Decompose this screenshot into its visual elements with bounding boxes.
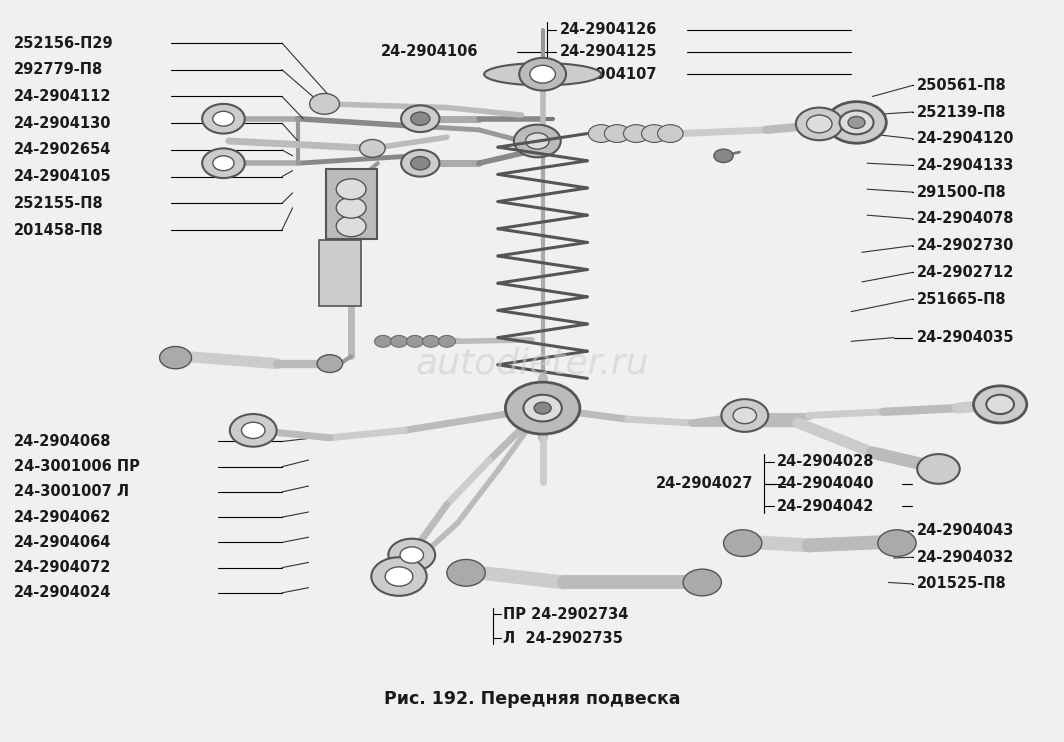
Circle shape [807,115,832,133]
Circle shape [514,125,561,157]
Circle shape [796,108,843,140]
Circle shape [721,399,768,432]
Circle shape [401,150,439,177]
Text: Рис. 192. Передняя подвеска: Рис. 192. Передняя подвеска [384,690,680,708]
FancyBboxPatch shape [319,240,361,306]
Circle shape [202,148,245,178]
Text: 24-2904043: 24-2904043 [917,523,1015,538]
Text: 24-3001006 ПР: 24-3001006 ПР [14,459,139,474]
Text: 24-2902654: 24-2902654 [14,142,112,157]
Circle shape [422,335,439,347]
Circle shape [360,139,385,157]
Text: 292779-П8: 292779-П8 [14,62,103,77]
Text: 24-2904062: 24-2904062 [14,510,112,525]
Circle shape [505,382,580,434]
Circle shape [878,530,916,556]
Text: ПР 24-2902734: ПР 24-2902734 [503,607,629,622]
Text: 24-2904126: 24-2904126 [560,22,658,37]
Circle shape [336,216,366,237]
Circle shape [683,569,721,596]
Circle shape [917,454,960,484]
Circle shape [336,197,366,218]
Circle shape [530,65,555,83]
Text: 291500-П8: 291500-П8 [917,185,1007,200]
Text: 201458-П8: 201458-П8 [14,223,103,237]
Circle shape [213,156,234,171]
Text: 24-2904105: 24-2904105 [14,169,112,184]
Circle shape [411,112,430,125]
Text: 24-2902730: 24-2902730 [917,238,1015,253]
Circle shape [202,104,245,134]
Circle shape [438,335,455,347]
Circle shape [519,58,566,91]
Text: 24-2904133: 24-2904133 [917,158,1015,173]
Circle shape [385,567,413,586]
Circle shape [986,395,1014,414]
Text: 252156-П29: 252156-П29 [14,36,114,50]
Circle shape [714,149,733,162]
Text: 24-2904028: 24-2904028 [777,454,875,469]
Circle shape [388,539,435,571]
Text: 24-3001007 Л: 24-3001007 Л [14,485,129,499]
Circle shape [230,414,277,447]
Circle shape [827,102,886,143]
Circle shape [242,422,265,439]
Text: 251665-П8: 251665-П8 [917,292,1007,306]
Circle shape [400,547,423,563]
Circle shape [375,335,392,347]
Circle shape [523,395,562,421]
Text: 24-2904072: 24-2904072 [14,560,112,575]
Text: autodieter.ru: autodieter.ru [415,347,649,381]
Text: 201525-П8: 201525-П8 [917,577,1007,591]
Circle shape [317,355,343,372]
Circle shape [642,125,667,142]
Circle shape [390,335,408,347]
Text: 24-2904106: 24-2904106 [381,45,479,59]
Text: 24-2904120: 24-2904120 [917,131,1015,146]
Circle shape [406,335,423,347]
Text: 24-2904032: 24-2904032 [917,550,1015,565]
Circle shape [310,93,339,114]
Circle shape [733,407,757,424]
Circle shape [658,125,683,142]
Circle shape [848,116,865,128]
Circle shape [213,111,234,126]
Text: 24-2904068: 24-2904068 [14,434,112,449]
Circle shape [336,179,366,200]
Circle shape [724,530,762,556]
Ellipse shape [484,63,601,85]
Circle shape [371,557,427,596]
Text: 24-2904078: 24-2904078 [917,211,1015,226]
Text: 24-2904130: 24-2904130 [14,116,112,131]
Circle shape [588,125,614,142]
Text: 24-2904027: 24-2904027 [655,476,753,491]
Text: 250561-П8: 250561-П8 [917,78,1007,93]
Text: 24-2904040: 24-2904040 [777,476,875,491]
Circle shape [604,125,630,142]
Text: 24-2904024: 24-2904024 [14,585,112,600]
Text: 24-2902712: 24-2902712 [917,265,1015,280]
Text: 24-2904042: 24-2904042 [777,499,875,513]
Circle shape [974,386,1027,423]
Circle shape [839,111,874,134]
Text: Л  24-2902735: Л 24-2902735 [503,631,624,646]
Text: 24-2904112: 24-2904112 [14,89,112,104]
Text: 24-2904064: 24-2904064 [14,535,112,550]
Circle shape [160,347,192,369]
Circle shape [526,133,549,149]
Circle shape [411,157,430,170]
Circle shape [534,402,551,414]
Text: 252155-П8: 252155-П8 [14,196,103,211]
Text: 24-2904125: 24-2904125 [560,45,658,59]
Text: 24-2904107: 24-2904107 [560,67,658,82]
Text: 252139-П8: 252139-П8 [917,105,1007,119]
Circle shape [447,559,485,586]
Circle shape [624,125,649,142]
FancyBboxPatch shape [326,169,377,239]
Text: 24-2904035: 24-2904035 [917,330,1015,345]
Circle shape [401,105,439,132]
